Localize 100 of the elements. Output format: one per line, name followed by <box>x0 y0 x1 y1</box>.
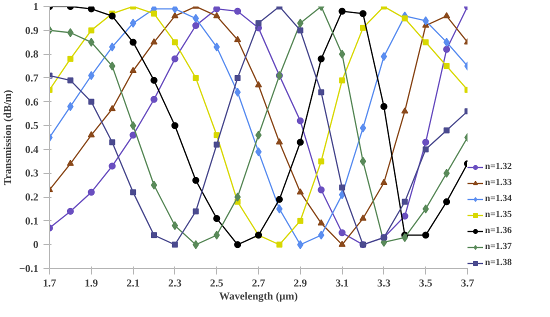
point <box>339 77 346 84</box>
y-tick-label: 1 <box>33 2 38 13</box>
point <box>88 6 95 12</box>
point <box>338 50 346 59</box>
point <box>276 138 283 144</box>
point <box>234 74 241 81</box>
x-tick-label: 1.7 <box>42 278 57 290</box>
point <box>339 184 346 191</box>
point <box>444 127 450 134</box>
point <box>171 12 178 18</box>
point <box>214 142 220 148</box>
point <box>422 232 430 239</box>
point <box>276 204 283 214</box>
point <box>150 38 158 44</box>
point <box>297 27 304 34</box>
y-tick-label: 0.9 <box>25 26 39 37</box>
legend-label: n=1.33 <box>485 178 512 188</box>
point <box>360 156 366 166</box>
point <box>109 139 116 146</box>
point <box>296 138 304 146</box>
point <box>213 6 220 12</box>
point <box>297 218 304 224</box>
point <box>443 46 450 53</box>
point <box>88 131 95 138</box>
point <box>150 96 158 103</box>
point <box>380 52 388 62</box>
x-tick-label: 2.9 <box>294 278 307 290</box>
x-tick-label: 1.9 <box>84 278 98 290</box>
y-tick-label: 0.2 <box>25 192 39 204</box>
point <box>443 168 450 178</box>
point <box>318 158 324 164</box>
y-tick-label: 0.6 <box>25 97 40 108</box>
point <box>130 132 137 139</box>
point <box>192 208 199 214</box>
point <box>318 219 325 226</box>
legend-label: n=1.38 <box>485 258 512 268</box>
point <box>255 147 262 156</box>
x-tick-label: 3.1 <box>335 278 349 290</box>
y-tick-label: 0.3 <box>25 168 39 180</box>
point <box>192 74 199 81</box>
point <box>66 160 74 166</box>
point <box>67 102 74 112</box>
x-tick-label: 2.1 <box>126 278 140 290</box>
point <box>338 8 346 15</box>
point <box>88 27 94 34</box>
point <box>88 98 94 105</box>
point <box>401 107 408 114</box>
point <box>402 198 408 205</box>
point <box>130 66 137 74</box>
point <box>256 20 262 26</box>
point <box>318 186 325 194</box>
point <box>172 242 178 248</box>
point <box>255 130 262 140</box>
point <box>234 88 241 97</box>
point <box>360 214 366 221</box>
point <box>360 10 366 18</box>
point <box>108 12 116 20</box>
point <box>172 39 178 46</box>
point <box>234 192 241 202</box>
legend-label: n=1.37 <box>485 242 512 252</box>
point <box>213 214 220 222</box>
x-tick-label: 3.3 <box>377 278 391 290</box>
x-tick-label: 3.7 <box>460 278 475 290</box>
y-tick-label: 0.1 <box>25 216 39 228</box>
point <box>444 63 450 70</box>
point <box>380 178 388 185</box>
point <box>276 196 283 203</box>
point <box>338 240 346 247</box>
point <box>130 38 137 46</box>
point <box>422 146 429 152</box>
point <box>402 15 408 22</box>
x-tick-label: 2.3 <box>168 278 182 290</box>
point <box>422 39 429 46</box>
point <box>296 188 304 195</box>
point <box>234 8 242 15</box>
point <box>214 132 220 138</box>
point <box>443 198 450 206</box>
y-tick-label: 0.7 <box>25 73 40 84</box>
legend-label: n=1.32 <box>485 162 512 172</box>
point <box>360 123 366 132</box>
point <box>276 242 282 248</box>
point <box>360 24 366 31</box>
point <box>151 10 157 17</box>
point <box>401 212 408 220</box>
point <box>234 241 242 248</box>
point <box>130 18 136 28</box>
y-tick-label: −0.1 <box>19 264 39 275</box>
point <box>150 76 158 84</box>
point <box>192 176 200 184</box>
point <box>338 229 346 236</box>
point <box>318 55 325 62</box>
point <box>108 104 116 112</box>
point <box>67 56 74 62</box>
y-tick-label: 0.5 <box>25 121 39 132</box>
point <box>88 188 95 196</box>
point <box>67 77 74 84</box>
point <box>296 117 304 124</box>
point <box>150 180 158 190</box>
legend-label: n=1.34 <box>485 194 512 204</box>
point <box>443 12 450 18</box>
